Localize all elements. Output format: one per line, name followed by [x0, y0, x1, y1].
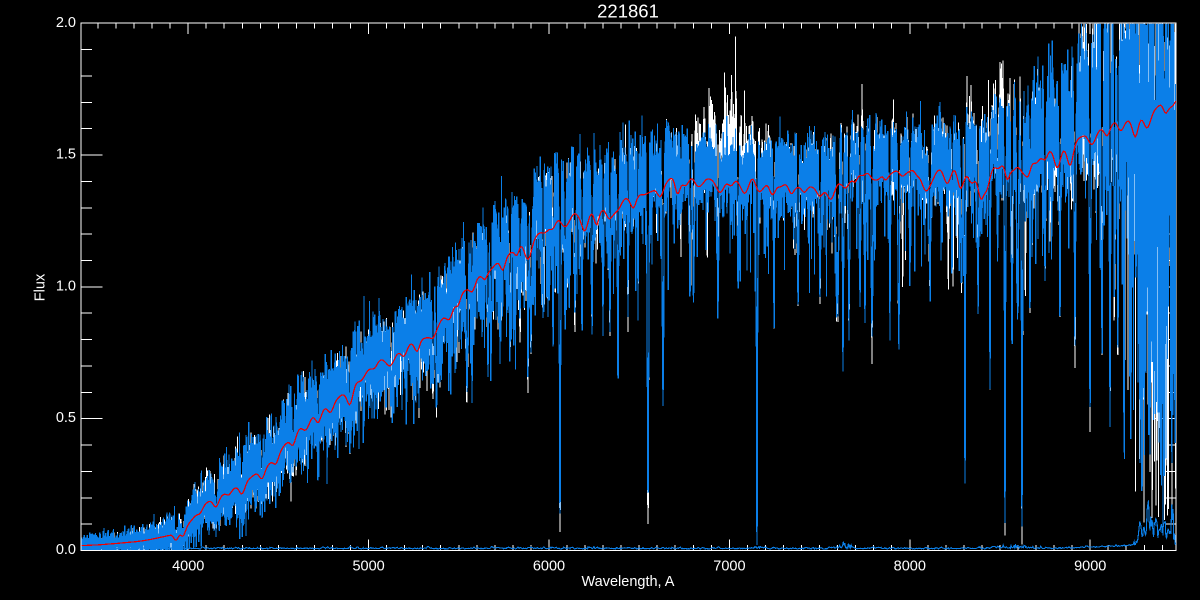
- svg-text:Wavelength, A: Wavelength, A: [582, 574, 675, 590]
- svg-text:6000: 6000: [533, 559, 565, 575]
- svg-text:4000: 4000: [172, 559, 204, 575]
- svg-text:Flux: Flux: [33, 273, 49, 301]
- svg-text:0.5: 0.5: [56, 410, 76, 426]
- svg-text:2.0: 2.0: [56, 15, 76, 31]
- svg-text:1.5: 1.5: [56, 147, 76, 163]
- svg-text:8000: 8000: [894, 559, 926, 575]
- svg-text:0.0: 0.0: [56, 542, 76, 558]
- svg-text:1.0: 1.0: [56, 278, 76, 294]
- svg-text:221861: 221861: [597, 1, 659, 22]
- svg-text:7000: 7000: [713, 559, 745, 575]
- svg-text:5000: 5000: [352, 559, 384, 575]
- svg-text:9000: 9000: [1074, 559, 1106, 575]
